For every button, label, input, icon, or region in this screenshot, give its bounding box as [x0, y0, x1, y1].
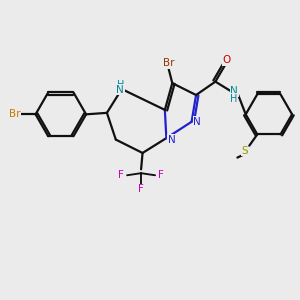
Text: N: N: [230, 86, 238, 96]
Text: F: F: [118, 170, 124, 180]
Text: N: N: [168, 135, 176, 145]
Text: H: H: [117, 80, 124, 90]
Text: N: N: [193, 117, 201, 127]
Text: N: N: [116, 85, 124, 95]
Text: O: O: [223, 55, 231, 65]
Text: S: S: [241, 146, 248, 156]
Text: F: F: [138, 184, 144, 194]
Text: F: F: [158, 170, 164, 180]
Text: Br: Br: [163, 58, 175, 68]
Text: H: H: [230, 94, 238, 104]
Text: Br: Br: [9, 109, 20, 119]
